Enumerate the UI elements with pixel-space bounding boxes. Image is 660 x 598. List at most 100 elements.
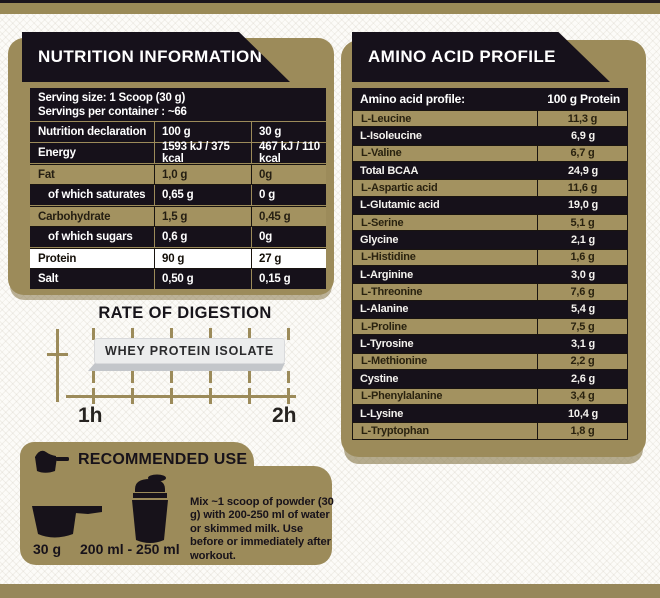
amino-name: L-Valine [361, 147, 402, 160]
servings-per-container-text: Servings per container : ~66 [38, 106, 187, 118]
top-border-line [0, 0, 660, 3]
amino-name: Cystine [360, 372, 399, 385]
amino-name: L-Serine [361, 216, 404, 229]
nutrient-name: Fat [38, 168, 55, 181]
amino-table: Amino acid profile: 100 g Protein L-Leuc… [352, 88, 628, 440]
usage-instructions: Mix ~1 scoop of powder (30 g) with 200-2… [190, 496, 334, 562]
amino-name: L-Phenylalanine [361, 390, 443, 403]
liquid-amount-label: 200 ml - 250 ml [80, 541, 180, 557]
amino-name: L-Alanine [360, 303, 409, 316]
amino-row: L-Proline 7,5 g [352, 318, 628, 336]
amino-value: 2,2 g [537, 353, 627, 370]
amino-value: 6,9 g [570, 130, 596, 143]
nutrient-value-100g: 1,0 g [154, 165, 251, 184]
nutrition-row: Salt 0,50 g 0,15 g [30, 269, 326, 290]
amino-row: L-Tryptophan 1,8 g [352, 422, 628, 440]
amino-name: L-Tyrosine [360, 338, 414, 351]
amino-row: L-Methionine 2,2 g [352, 352, 628, 371]
amino-name: L-Glutamic acid [360, 199, 440, 212]
amino-value: 11,6 g [537, 180, 627, 196]
amino-value: 19,0 g [568, 199, 598, 212]
amino-table-header: Amino acid profile: 100 g Protein [352, 88, 628, 110]
nutrient-name: of which saturates [48, 189, 146, 201]
amino-name: L-Methionine [361, 355, 428, 368]
nutrient-name: Protein [38, 252, 77, 265]
amino-value: 3,4 g [537, 388, 627, 404]
amino-value: 3,1 g [570, 338, 596, 351]
nutrient-value-30g: 0 g [251, 185, 326, 205]
nutrient-name: Energy [38, 147, 76, 159]
bottom-gold-band [0, 584, 660, 598]
nutrition-row: of which saturates 0,65 g 0 g [30, 185, 326, 206]
digestion-ticks-middle [92, 371, 290, 383]
amino-name: L-Lysine [360, 407, 404, 420]
nutrition-title: NUTRITION INFORMATION [22, 32, 290, 82]
recommended-title: RECOMMENDED USE [78, 451, 248, 468]
amino-row: L-Valine 6,7 g [352, 144, 628, 163]
amino-value: 10,4 g [568, 407, 598, 420]
scoop-powder-icon [32, 446, 70, 479]
amino-row: Cystine 2,6 g [352, 370, 628, 388]
amino-row: L-Isoleucine 6,9 g [352, 127, 628, 145]
nutrient-value-100g: 0,6 g [154, 227, 251, 247]
amino-row: L-Lysine 10,4 g [352, 404, 628, 423]
nutrient-value-100g: 90 g [154, 249, 251, 268]
amino-row: L-Arginine 3,0 g [352, 266, 628, 284]
amino-rows: L-Leucine 11,3 g L-Isoleucine 6,9 g L-Va… [352, 110, 628, 440]
scoop-amount-label: 30 g [33, 541, 62, 557]
amino-name: L-Arginine [360, 268, 413, 281]
top-gold-band [0, 3, 660, 14]
nutrition-row: of which sugars 0,6 g 0g [30, 227, 326, 248]
header-declaration: Nutrition declaration [38, 126, 147, 138]
amino-value: 6,7 g [537, 145, 627, 162]
nutrient-value-100g: 1,5 g [154, 207, 251, 226]
nutrition-row: Protein 90 g 27 g [30, 248, 326, 269]
nutrition-table: Serving size: 1 Scoop (30 g) Servings pe… [30, 88, 326, 290]
nutrition-table-header: Nutrition declaration 100 g 30 g [30, 122, 326, 143]
amino-value: 5,4 g [570, 303, 596, 316]
nutrient-value-30g: 0g [251, 227, 326, 247]
amino-name: Total BCAA [360, 164, 419, 177]
amino-value: 2,1 g [570, 234, 596, 247]
amino-value: 24,9 g [568, 164, 598, 177]
amino-name: L-Aspartic acid [361, 182, 438, 195]
serving-size-text: Serving size: 1 Scoop (30 g) [38, 92, 186, 104]
header-100g: 100 g [154, 122, 251, 142]
scoop-icon [30, 496, 104, 547]
digestion-axis-ticks [92, 388, 290, 404]
amino-row: L-Phenylalanine 3,4 g [352, 387, 628, 405]
amino-row: L-Glutamic acid 19,0 g [352, 196, 628, 215]
digestion-ticks-top [92, 328, 290, 340]
amino-name: L-Isoleucine [360, 130, 422, 143]
amino-value: 1,6 g [537, 249, 627, 266]
nutrition-row: Energy 1593 kJ / 375 kcal 467 kJ / 110 k… [30, 141, 326, 165]
amino-value: 7,6 g [537, 284, 627, 300]
amino-row: L-Serine 5,1 g [352, 214, 628, 232]
amino-value: 11,3 g [537, 111, 627, 127]
amino-value: 7,5 g [537, 319, 627, 335]
amino-row: Glycine 2,1 g [352, 231, 628, 249]
nutrient-value-100g: 1593 kJ / 375 kcal [154, 141, 251, 165]
amino-value: 1,8 g [537, 423, 627, 439]
amino-name: L-Leucine [361, 112, 412, 125]
amino-name: L-Proline [361, 320, 407, 333]
nutrient-value-30g: 0,45 g [251, 207, 326, 226]
amino-row: L-Aspartic acid 11,6 g [352, 179, 628, 197]
shaker-icon [128, 474, 172, 551]
nutrient-name: Salt [38, 273, 59, 285]
nutrient-value-30g: 0g [251, 165, 326, 184]
amino-value: 2,6 g [570, 372, 596, 385]
nutrient-value-100g: 0,65 g [154, 185, 251, 205]
amino-header-unit: 100 g Protein [547, 92, 620, 106]
amino-value: 5,1 g [537, 215, 627, 231]
nutrient-value-100g: 0,50 g [154, 269, 251, 289]
amino-row: L-Tyrosine 3,1 g [352, 335, 628, 353]
amino-name: L-Histidine [361, 251, 416, 264]
nutrient-value-30g: 0,15 g [251, 269, 326, 289]
nutrition-row: Fat 1,0 g 0g [30, 164, 326, 185]
amino-row: L-Histidine 1,6 g [352, 248, 628, 267]
time-label-1h: 1h [78, 404, 103, 427]
amino-name: L-Tryptophan [361, 424, 429, 437]
digestion-y-axis-tick [47, 353, 68, 356]
